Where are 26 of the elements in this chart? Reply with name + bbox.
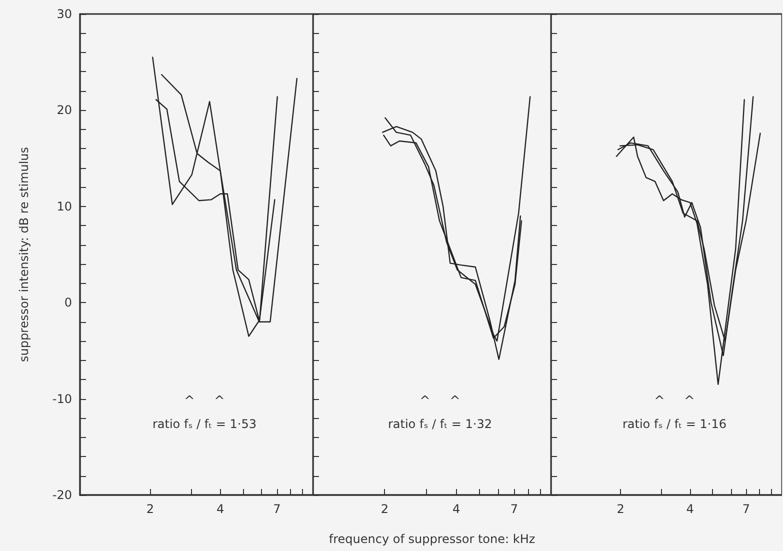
x-tick-label: 2	[146, 502, 154, 516]
y-axis-title: suppressor intensity: dB re stimulus	[17, 146, 31, 362]
annotation: ratio fₛ / fₜ = 1·53	[152, 417, 257, 431]
y-tick-label: 30	[56, 7, 72, 21]
annotation: ^	[450, 394, 460, 409]
annotation: ^	[684, 394, 695, 409]
y-tick-label: 10	[56, 199, 72, 214]
y-tick-label: 0	[64, 296, 72, 310]
y-tick-label: -20	[52, 488, 72, 502]
annotation: ratio fₛ / fₜ = 1·32	[388, 417, 492, 431]
annotation: ^	[214, 394, 225, 409]
x-tick-label: 2	[380, 502, 388, 516]
x-tick-label: 2	[616, 502, 624, 516]
annotation: ^	[654, 394, 665, 409]
x-tick-label: 4	[686, 502, 694, 516]
y-tick-label: -10	[52, 392, 72, 406]
x-tick-label: 7	[510, 502, 518, 516]
annotation: ratio fₛ / fₜ = 1·16	[622, 417, 727, 431]
x-tick-label: 4	[452, 502, 460, 516]
y-tick-label: 20	[56, 103, 72, 118]
x-tick-label: 4	[216, 502, 224, 516]
x-tick-label: 7	[742, 502, 750, 516]
annotation: ^	[184, 394, 195, 409]
x-tick-label: 7	[273, 502, 281, 516]
x-axis-title: frequency of suppressor tone: kHz	[328, 532, 536, 546]
annotation: ^	[420, 394, 430, 409]
